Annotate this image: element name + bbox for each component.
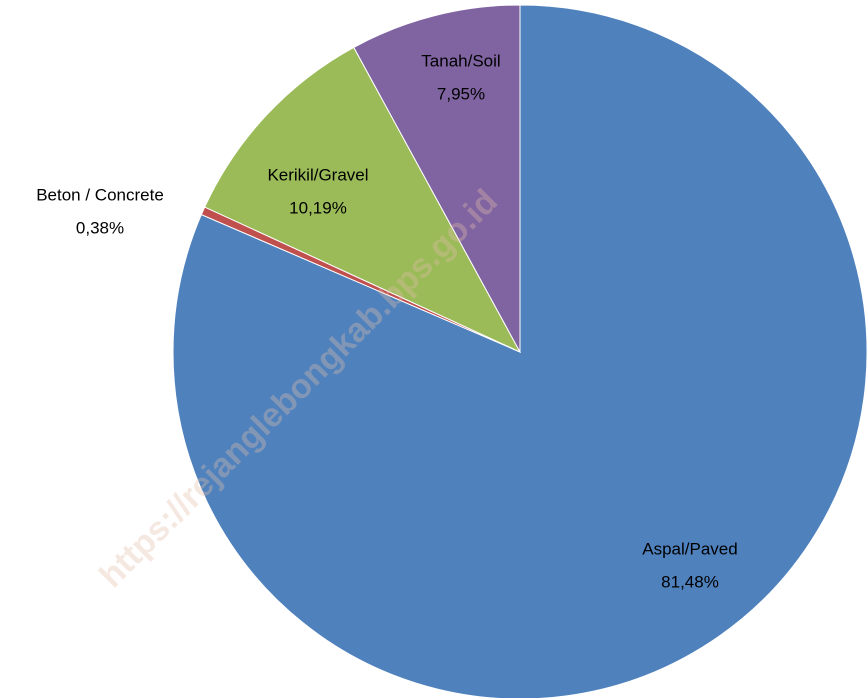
pie-slice xyxy=(353,4,521,353)
pie-slice xyxy=(204,46,522,354)
slice-label: Aspal/Paved xyxy=(642,539,737,558)
slice-value-label: 0,38% xyxy=(76,218,124,237)
slice-label: Tanah/Soil xyxy=(421,51,500,70)
slice-value-label: 7,95% xyxy=(437,84,485,103)
slice-label: Beton / Concrete xyxy=(36,185,164,204)
slice-value-label: 10,19% xyxy=(289,198,347,217)
slice-value-label: 81,48% xyxy=(661,572,719,591)
pie xyxy=(172,4,867,698)
slice-label: Kerikil/Gravel xyxy=(267,165,368,184)
pie-slice xyxy=(172,4,867,698)
